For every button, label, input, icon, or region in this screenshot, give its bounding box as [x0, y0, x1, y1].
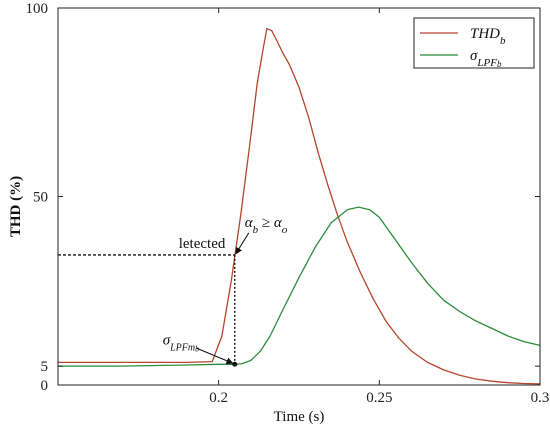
- sigma-arrow: [196, 347, 234, 365]
- y-tick-label: 5: [41, 359, 49, 375]
- sigma-min-label: σLPFmb: [163, 332, 199, 353]
- series-line-thd: [58, 28, 541, 385]
- min-point-marker: [232, 361, 238, 367]
- series-line-sigma: [58, 206, 541, 367]
- alpha-condition-label: αb ≥ αo: [245, 215, 288, 236]
- legend-box: [413, 17, 535, 69]
- y-tick-label: 0: [41, 378, 49, 394]
- tick-layer: 0.2 0.25 0.3 0 5 50 100: [26, 1, 550, 406]
- legend-entry-thd: THDb: [470, 26, 506, 47]
- x-tick-label: 0.3: [531, 390, 550, 406]
- y-axis-title: THD (%): [8, 176, 24, 237]
- legend-entry-sigma: σLPFb: [470, 48, 502, 69]
- legend: THDb σLPFb: [413, 17, 535, 69]
- alpha-arrow: [235, 232, 250, 255]
- y-tick-label: 100: [26, 1, 49, 17]
- y-tick-label: 50: [33, 190, 48, 206]
- annotation-layer: [58, 232, 250, 367]
- x-axis-title: Time (s): [274, 409, 325, 425]
- x-tick-label: 0.25: [366, 390, 392, 406]
- detected-label: letected: [179, 236, 226, 252]
- x-tick-label: 0.2: [209, 390, 228, 406]
- series-layer: [58, 28, 541, 385]
